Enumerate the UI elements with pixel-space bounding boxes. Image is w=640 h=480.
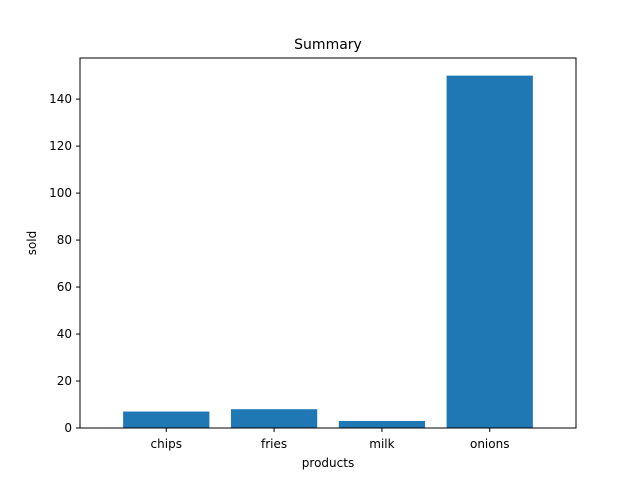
x-tick-label-fries: fries — [261, 437, 287, 451]
x-tick-label-milk: milk — [369, 437, 394, 451]
y-tick-label-80: 80 — [57, 233, 72, 247]
bars-group — [123, 75, 533, 428]
bar-fries — [230, 409, 318, 428]
x-tick-label-onions: onions — [470, 437, 509, 451]
bar-chips — [123, 411, 210, 428]
y-tick-label-100: 100 — [49, 186, 72, 200]
y-tick-label-20: 20 — [57, 374, 72, 388]
x-tick-label-chips: chips — [151, 437, 182, 451]
x-axis-label: products — [302, 456, 354, 470]
y-tick-label-60: 60 — [57, 280, 72, 294]
bar-onions — [446, 75, 533, 428]
plot-frame — [79, 57, 577, 429]
y-tick-label-140: 140 — [49, 92, 72, 106]
y-tick-label-40: 40 — [57, 327, 72, 341]
y-ticks-group: 0 20 40 60 80 100 120 140 — [49, 92, 80, 435]
y-tick-label-0: 0 — [64, 421, 72, 435]
y-tick-label-120: 120 — [49, 139, 72, 153]
bar-milk — [338, 420, 426, 428]
y-axis-label: sold — [25, 231, 39, 256]
x-ticks-group: chips fries milk onions — [151, 428, 509, 451]
chart-title: Summary — [294, 37, 362, 53]
